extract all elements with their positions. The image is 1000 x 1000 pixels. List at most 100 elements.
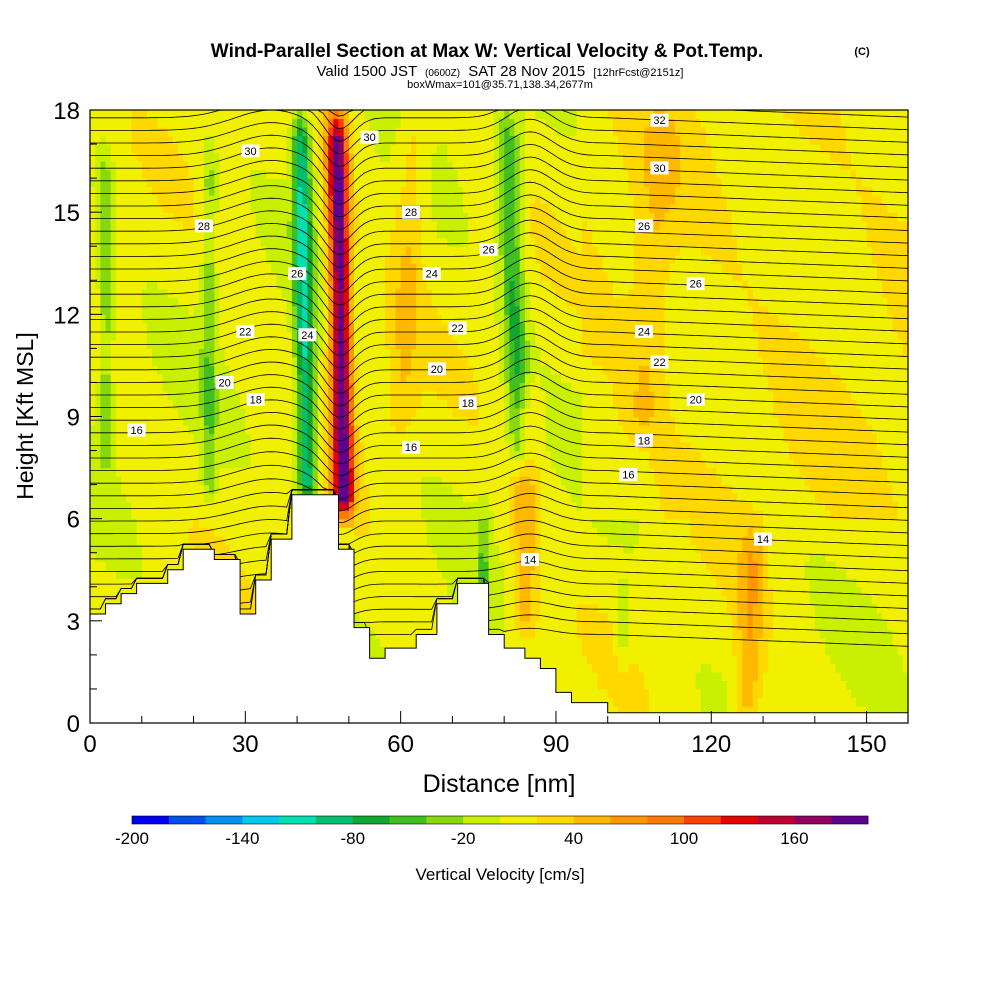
heatmap-cell [276, 178, 283, 188]
heatmap-cell [281, 373, 288, 383]
heatmap-cell [302, 305, 309, 315]
heatmap-cell [431, 433, 438, 443]
heatmap-cell [297, 135, 303, 145]
heatmap-cell [416, 246, 422, 256]
heatmap-cell [126, 569, 132, 579]
heatmap-cell [281, 110, 288, 120]
heatmap-cell [333, 399, 340, 409]
heatmap-cell [390, 254, 397, 264]
heatmap-cell [224, 237, 231, 247]
heatmap-cell [240, 271, 246, 281]
heatmap-cell [385, 280, 391, 290]
heatmap-cell [374, 314, 381, 324]
heatmap-cell [421, 484, 428, 494]
heatmap-cell [307, 356, 314, 366]
heatmap-cell [390, 552, 397, 562]
heatmap-cell [214, 110, 221, 120]
heatmap-cell [374, 229, 381, 239]
heatmap-cell [126, 459, 132, 469]
heatmap-cell [400, 501, 407, 511]
heatmap-cell [172, 527, 179, 537]
heatmap-cell [364, 620, 371, 630]
heatmap-cell [131, 408, 138, 418]
heatmap-cell [395, 484, 402, 494]
heatmap-cell [374, 356, 381, 366]
heatmap-cell [193, 237, 200, 247]
heatmap-cell [100, 229, 107, 239]
heatmap-cell [167, 271, 174, 281]
heatmap-cell [110, 237, 117, 247]
heatmap-cell [385, 305, 391, 315]
heatmap-cell [224, 161, 231, 171]
heatmap-cell [416, 484, 422, 494]
heatmap-cell [115, 246, 122, 256]
heatmap-cell [105, 425, 112, 435]
heatmap-cell [297, 203, 303, 213]
heatmap-cell [193, 135, 200, 145]
heatmap-cell [307, 152, 314, 162]
heatmap-cell [411, 578, 417, 588]
heatmap-cell [136, 373, 143, 383]
heatmap-cell [338, 501, 345, 511]
heatmap-cell [178, 373, 184, 383]
heatmap-cell [354, 178, 360, 188]
heatmap-cell [266, 305, 272, 315]
heatmap-cell [374, 569, 381, 579]
heatmap-cell [162, 152, 169, 162]
heatmap-cell [183, 382, 189, 392]
heatmap-cell [203, 144, 210, 154]
heatmap-cell [307, 212, 314, 222]
heatmap-cell [369, 544, 376, 554]
heatmap-cell [333, 144, 340, 154]
heatmap-cell [364, 271, 371, 281]
heatmap-cell [95, 322, 101, 332]
heatmap-cell [405, 578, 412, 588]
heatmap-cell [405, 186, 412, 196]
heatmap-cell [110, 518, 117, 528]
heatmap-cell [235, 246, 241, 256]
heatmap-cell [141, 391, 148, 401]
heatmap-cell [385, 586, 391, 596]
heatmap-cell [240, 510, 246, 520]
heatmap-cell [90, 527, 96, 537]
heatmap-cell [260, 416, 267, 426]
heatmap-cell [178, 297, 184, 307]
heatmap-cell [281, 339, 288, 349]
heatmap-cell [188, 229, 195, 239]
heatmap-cell [121, 501, 127, 511]
heatmap-cell [271, 322, 277, 332]
heatmap-cell [235, 476, 241, 486]
heatmap-cell [198, 391, 205, 401]
heatmap-cell [442, 127, 448, 137]
heatmap-cell [374, 365, 381, 375]
heatmap-cell [379, 280, 386, 290]
heatmap-cell [100, 527, 107, 537]
heatmap-cell [291, 408, 298, 418]
heatmap-cell [354, 586, 360, 596]
heatmap-cell [121, 425, 127, 435]
heatmap-cell [95, 169, 101, 179]
heatmap-cell [281, 271, 288, 281]
heatmap-cell [343, 467, 350, 477]
heatmap-cell [209, 135, 215, 145]
heatmap-cell [426, 220, 433, 230]
heatmap-cell [416, 561, 422, 571]
heatmap-cell [343, 178, 350, 188]
heatmap-cell [436, 254, 443, 264]
heatmap-cell [276, 152, 283, 162]
heatmap-cell [359, 399, 365, 409]
heatmap-cell [121, 510, 127, 520]
heatmap-cell [121, 297, 127, 307]
heatmap-cell [271, 339, 277, 349]
heatmap-cell [271, 127, 277, 137]
heatmap-cell [395, 535, 402, 545]
heatmap-cell [224, 408, 231, 418]
heatmap-cell [183, 459, 189, 469]
heatmap-cell [297, 144, 303, 154]
heatmap-cell [343, 118, 350, 128]
heatmap-cell [235, 544, 241, 554]
heatmap-cell [224, 263, 231, 273]
heatmap-cell [126, 535, 132, 545]
heatmap-cell [266, 552, 272, 562]
heatmap-cell [431, 118, 438, 128]
